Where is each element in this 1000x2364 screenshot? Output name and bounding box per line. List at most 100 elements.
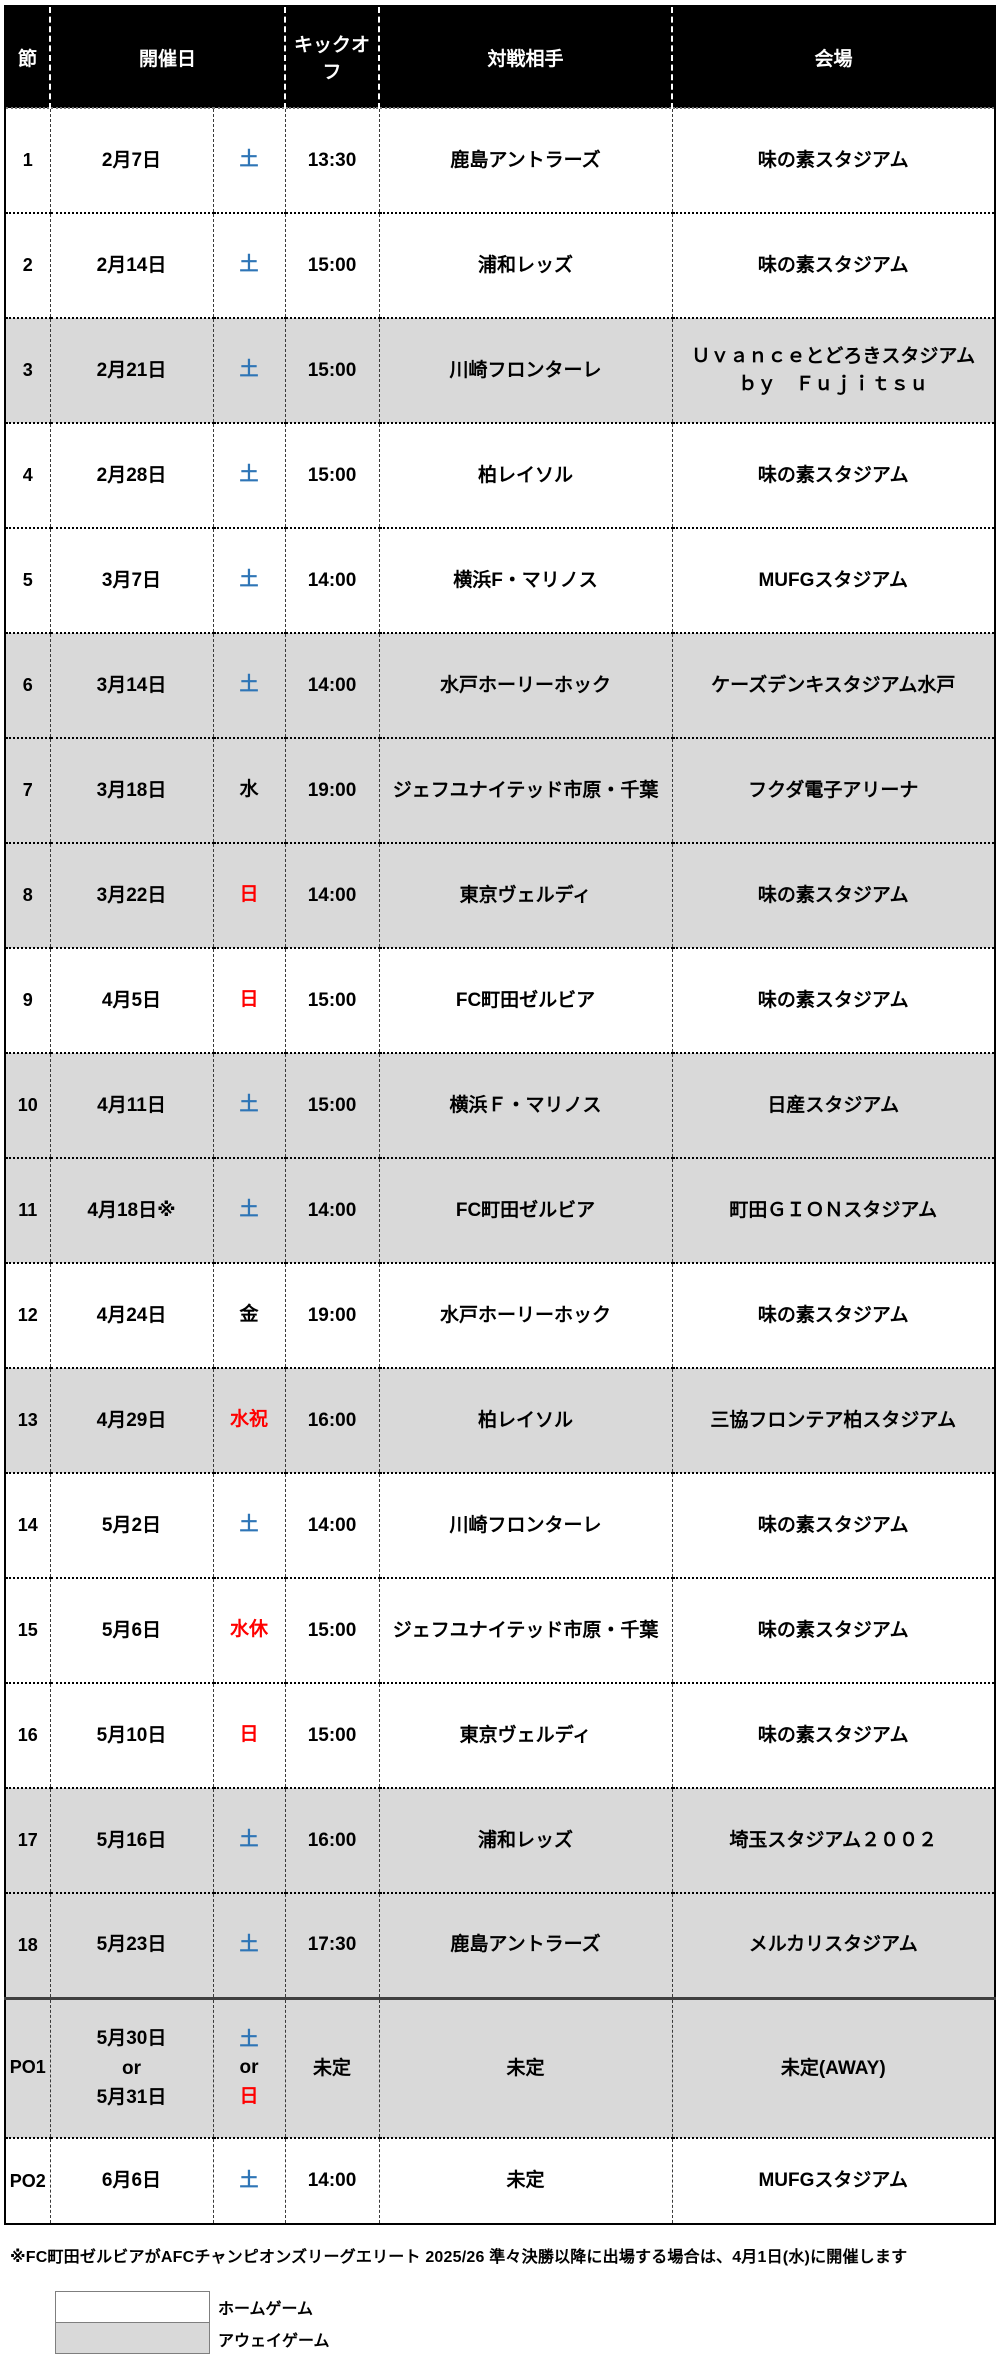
venue-cell: 味の素スタジアム [671, 1472, 995, 1578]
venue-cell: 味の素スタジアム [671, 1682, 995, 1788]
header-row: 節 開催日 キックオフ 対戦相手 会場 [5, 6, 995, 109]
date-cell: 3月7日 [49, 527, 213, 633]
date-cell: 4月18日※ [49, 1157, 213, 1263]
opponent-cell: FC町田ゼルビア [378, 947, 673, 1053]
venue-cell: メルカリスタジアム [671, 1892, 995, 1998]
kickoff-cell: 19:00 [284, 737, 380, 843]
venue-cell: フクダ電子アリーナ [671, 737, 995, 843]
kickoff-cell: 14:00 [284, 842, 380, 948]
day-cell: 日 [212, 842, 286, 948]
schedule-row: 9 4月5日 日 15:00 FC町田ゼルビア 味の素スタジアム [5, 947, 995, 1053]
opponent-cell: FC町田ゼルビア [378, 1157, 673, 1263]
round-cell: 15 [5, 1577, 50, 1683]
schedule-row: 12 4月24日 金 19:00 水戸ホーリーホック 味の素スタジアム [5, 1262, 995, 1368]
schedule-row: 8 3月22日 日 14:00 東京ヴェルディ 味の素スタジアム [5, 842, 995, 948]
schedule-row: 1 2月7日 土 13:30 鹿島アントラーズ 味の素スタジアム [5, 108, 995, 213]
home-game-swatch [55, 2291, 210, 2323]
kickoff-cell: 15:00 [284, 1682, 380, 1788]
date-cell: 4月24日 [49, 1262, 213, 1368]
venue-cell: 三協フロンテア柏スタジアム [671, 1367, 995, 1473]
day-cell: 土 [212, 422, 286, 528]
opponent-cell: 未定 [378, 2137, 673, 2224]
opponent-cell: 浦和レッズ [378, 212, 673, 318]
schedule-row: 4 2月28日 土 15:00 柏レイソル 味の素スタジアム [5, 422, 995, 528]
schedule-row: 10 4月11日 土 15:00 横浜Ｆ・マリノス 日産スタジアム [5, 1052, 995, 1158]
opponent-cell: 川崎フロンターレ [378, 1472, 673, 1578]
header-date: 開催日 [48, 6, 286, 109]
venue-cell: 日産スタジアム [671, 1052, 995, 1158]
round-cell: PO2 [5, 2137, 50, 2224]
round-cell: 17 [5, 1787, 50, 1893]
round-cell: 9 [5, 947, 50, 1053]
opponent-cell: 浦和レッズ [378, 1787, 673, 1893]
round-cell: 14 [5, 1472, 50, 1578]
round-cell: 18 [5, 1892, 50, 1998]
schedule-row: 15 5月6日 水休 15:00 ジェフユナイテッド市原・千葉 味の素スタジアム [5, 1577, 995, 1683]
schedule-row: 14 5月2日 土 14:00 川崎フロンターレ 味の素スタジアム [5, 1472, 995, 1578]
kickoff-cell: 13:30 [284, 108, 380, 213]
opponent-cell: 横浜Ｆ・マリノス [378, 1052, 673, 1158]
round-cell: 7 [5, 737, 50, 843]
schedule-row: 2 2月14日 土 15:00 浦和レッズ 味の素スタジアム [5, 212, 995, 318]
date-cell: 5月6日 [49, 1577, 213, 1683]
venue-cell: Ｕｖａｎｃｅとどろきスタジアム ｂｙ Ｆｕｊｉｔｓｕ [671, 317, 995, 423]
round-cell: 4 [5, 422, 50, 528]
venue-cell: 未定(AWAY) [671, 1996, 995, 2138]
kickoff-cell: 16:00 [284, 1787, 380, 1893]
schedule-row: 6 3月14日 土 14:00 水戸ホーリーホック ケーズデンキスタジアム水戸 [5, 632, 995, 738]
day-cell: 水休 [212, 1577, 286, 1683]
opponent-cell: 横浜F・マリノス [378, 527, 673, 633]
round-cell: 11 [5, 1157, 50, 1263]
kickoff-cell: 19:00 [284, 1262, 380, 1368]
opponent-cell: 鹿島アントラーズ [378, 108, 673, 213]
round-cell: 1 [5, 108, 50, 213]
kickoff-cell: 14:00 [284, 527, 380, 633]
day-cell: 金 [212, 1262, 286, 1368]
opponent-cell: 柏レイソル [378, 422, 673, 528]
venue-cell: 味の素スタジアム [671, 947, 995, 1053]
venue-cell: 味の素スタジアム [671, 108, 995, 213]
opponent-cell: 川崎フロンターレ [378, 317, 673, 423]
kickoff-cell: 14:00 [284, 632, 380, 738]
date-cell: 2月7日 [49, 108, 213, 213]
kickoff-cell: 15:00 [284, 212, 380, 318]
kickoff-cell: 14:00 [284, 2137, 380, 2224]
day-cell: 土 [212, 1787, 286, 1893]
date-cell: 4月11日 [49, 1052, 213, 1158]
round-cell: PO1 [5, 1996, 50, 2138]
day-cell: 土 [212, 1472, 286, 1578]
kickoff-cell: 15:00 [284, 317, 380, 423]
day-cell: 土 [212, 317, 286, 423]
date-cell: 2月14日 [49, 212, 213, 318]
header-round: 節 [5, 6, 50, 109]
header-opponent: 対戦相手 [378, 6, 673, 109]
venue-cell: 味の素スタジアム [671, 1577, 995, 1683]
schedule-row: 17 5月16日 土 16:00 浦和レッズ 埼玉スタジアム２００２ [5, 1787, 995, 1893]
date-cell: 5月30日 or 5月31日 [49, 1996, 213, 2138]
day-cell: 土 [212, 108, 286, 213]
opponent-cell: 水戸ホーリーホック [378, 1262, 673, 1368]
legend-label-away: アウェイゲーム [218, 2332, 330, 2350]
round-cell: 5 [5, 527, 50, 633]
day-cell: 土 [212, 212, 286, 318]
venue-cell: MUFGスタジアム [671, 2137, 995, 2224]
kickoff-cell: 17:30 [284, 1892, 380, 1998]
round-cell: 3 [5, 317, 50, 423]
kickoff-cell: 15:00 [284, 422, 380, 528]
day-cell: 日 [212, 947, 286, 1053]
opponent-cell: 柏レイソル [378, 1367, 673, 1473]
venue-cell: 味の素スタジアム [671, 842, 995, 948]
legend: ホームゲーム アウェイゲーム [55, 2291, 996, 2354]
date-cell: 3月22日 [49, 842, 213, 948]
legend-label-home: ホームゲーム [218, 2301, 314, 2318]
kickoff-cell: 15:00 [284, 1577, 380, 1683]
schedule-row: 18 5月23日 土 17:30 鹿島アントラーズ メルカリスタジアム [5, 1892, 995, 1998]
venue-cell: 味の素スタジアム [671, 422, 995, 528]
venue-cell: 埼玉スタジアム２００２ [671, 1787, 995, 1893]
day-cell: 土 [212, 527, 286, 633]
schedule-row: 7 3月18日 水 19:00 ジェフユナイテッド市原・千葉 フクダ電子アリーナ [5, 737, 995, 843]
venue-cell: MUFGスタジアム [671, 527, 995, 633]
legend-item-home: ホームゲーム [55, 2291, 996, 2323]
footnote: ※FC町田ゼルビアがAFCチャンピオンズリーグエリート 2025/26 準々決勝… [10, 2249, 908, 2266]
kickoff-cell: 14:00 [284, 1472, 380, 1578]
